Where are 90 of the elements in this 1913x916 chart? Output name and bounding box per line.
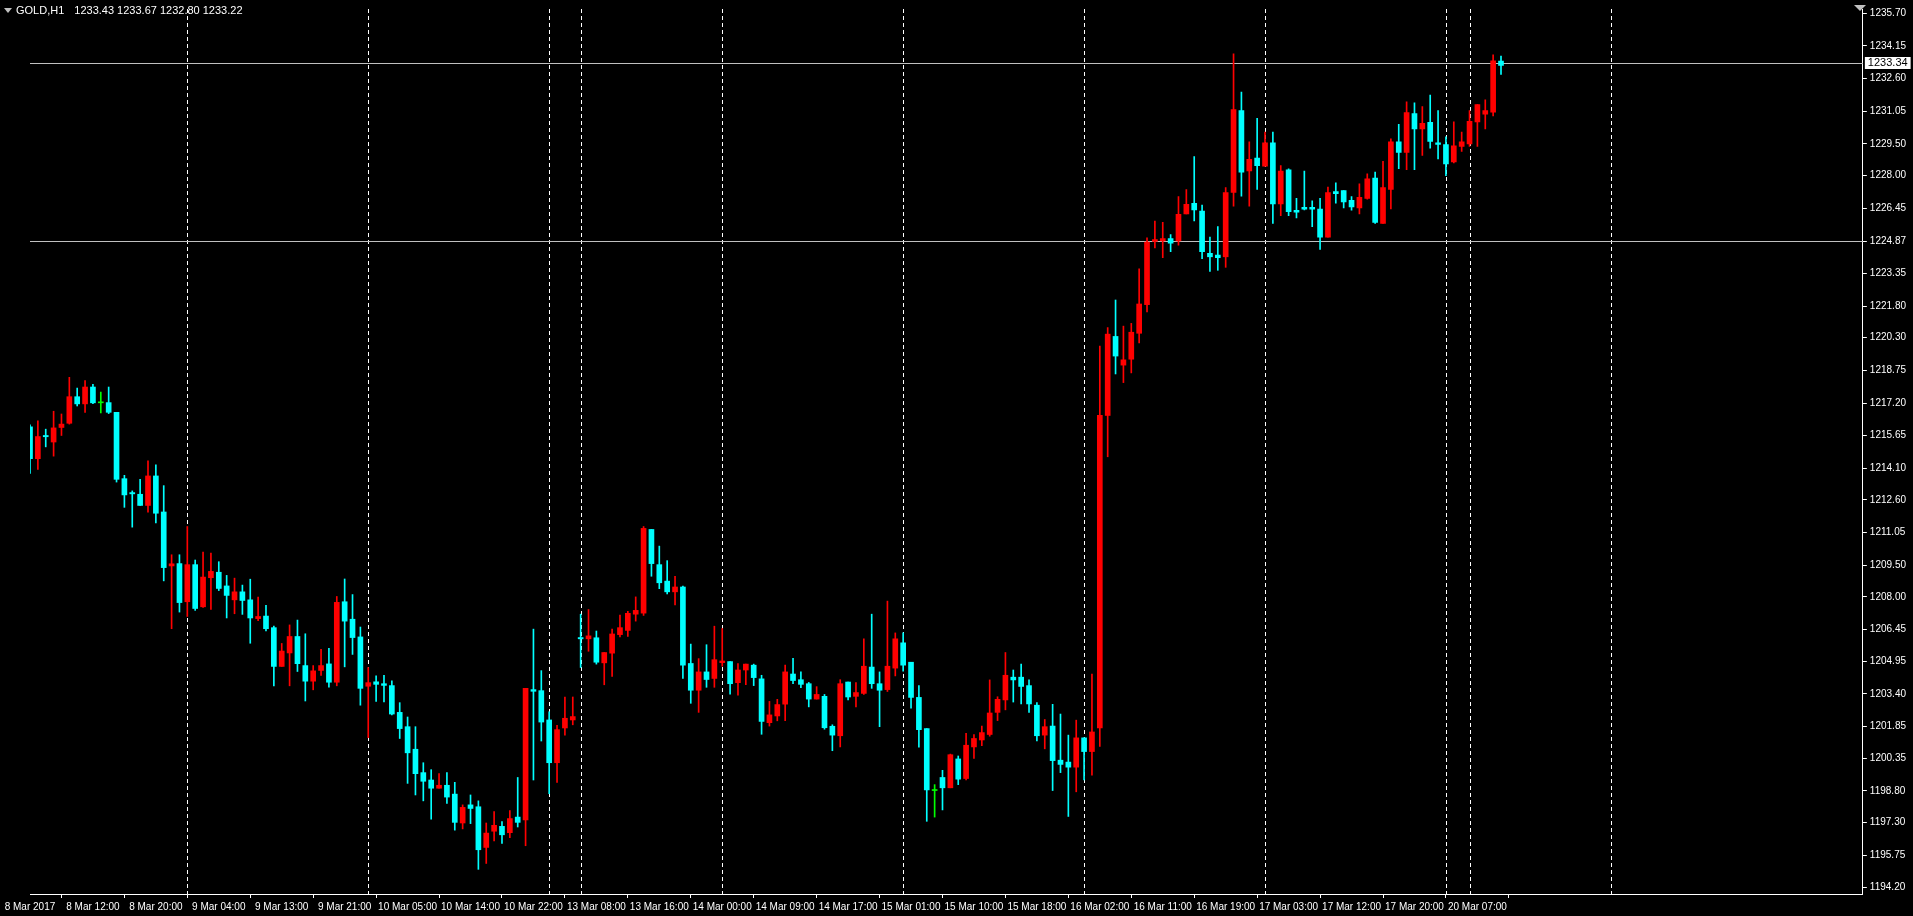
candlestick bbox=[632, 596, 639, 622]
chart-subtitle: 1233.43 1233.67 1232.80 1233.22 bbox=[74, 4, 243, 17]
y-tick-label: 1211.05 bbox=[1869, 526, 1906, 538]
x-tick-label: 15 Mar 10:00 bbox=[944, 900, 1004, 912]
candlestick bbox=[208, 552, 214, 610]
x-tick-label: 16 Mar 02:00 bbox=[1070, 900, 1130, 912]
y-tick-label: 1200.35 bbox=[1869, 751, 1907, 763]
candlestick bbox=[1214, 226, 1221, 271]
y-tick-label: 1229.50 bbox=[1869, 137, 1907, 149]
candlestick bbox=[42, 428, 49, 448]
candlestick bbox=[569, 696, 576, 726]
y-tick-label: 1209.50 bbox=[1869, 559, 1907, 571]
candlestick bbox=[365, 667, 372, 738]
x-tick-label: 17 Mar 12:00 bbox=[1322, 900, 1382, 912]
candlestick bbox=[1089, 673, 1095, 776]
candlestick bbox=[420, 762, 427, 802]
x-tick-label: 14 Mar 00:00 bbox=[692, 900, 753, 912]
x-tick-label: 17 Mar 20:00 bbox=[1385, 900, 1445, 912]
candlestick bbox=[1159, 222, 1166, 258]
candlestick bbox=[129, 490, 136, 528]
y-tick-label: 1231.05 bbox=[1869, 104, 1907, 116]
candlestick bbox=[1309, 200, 1316, 227]
y-tick-label: 1201.85 bbox=[1869, 720, 1907, 732]
candlestick bbox=[1152, 220, 1158, 249]
x-tick-label: 8 Mar 2017 bbox=[4, 900, 56, 912]
x-tick-label: 20 Mar 07:00 bbox=[1447, 900, 1508, 912]
candlestick bbox=[428, 769, 435, 820]
x-tick-label: 10 Mar 05:00 bbox=[378, 900, 438, 912]
y-tick-label: 1214.10 bbox=[1869, 462, 1907, 474]
candlestick bbox=[1207, 236, 1213, 272]
candlestick bbox=[868, 613, 875, 689]
y-tick-label: 1226.45 bbox=[1869, 201, 1907, 213]
chart-title: GOLD,H1 bbox=[16, 4, 65, 17]
candlestick bbox=[1191, 156, 1198, 222]
ref-line-label: 1233.34 bbox=[1867, 55, 1908, 68]
x-tick-label: 14 Mar 09:00 bbox=[755, 900, 816, 912]
x-tick-label: 8 Mar 12:00 bbox=[66, 900, 121, 912]
candlestick bbox=[97, 391, 104, 414]
candlestick bbox=[1482, 99, 1489, 130]
y-tick-label: 1204.95 bbox=[1869, 654, 1907, 666]
candlestick bbox=[1435, 110, 1441, 160]
x-tick-label: 16 Mar 11:00 bbox=[1133, 900, 1193, 912]
y-tick-label: 1220.30 bbox=[1869, 331, 1907, 343]
candlestick bbox=[853, 682, 859, 708]
y-tick-label: 1221.80 bbox=[1869, 299, 1907, 311]
y-tick-label: 1223.35 bbox=[1869, 267, 1907, 279]
y-tick-label: 1234.15 bbox=[1869, 39, 1907, 51]
x-tick-label: 9 Mar 21:00 bbox=[317, 900, 372, 912]
candlestick bbox=[381, 674, 387, 703]
candlestick bbox=[1018, 663, 1024, 705]
candlestick bbox=[1254, 118, 1260, 190]
x-tick-label: 17 Mar 03:00 bbox=[1259, 900, 1319, 912]
candlestick bbox=[318, 649, 324, 676]
y-tick-label: 1215.65 bbox=[1869, 429, 1907, 441]
y-tick-label: 1224.87 bbox=[1869, 235, 1907, 247]
candlestick bbox=[1332, 182, 1339, 204]
y-tick-label: 1217.20 bbox=[1869, 396, 1907, 408]
y-tick-label: 1203.40 bbox=[1869, 687, 1907, 699]
y-tick-label: 1197.30 bbox=[1869, 816, 1906, 828]
x-tick-label: 8 Mar 20:00 bbox=[129, 900, 183, 912]
x-tick-label: 13 Mar 16:00 bbox=[629, 900, 690, 912]
y-tick-label: 1212.60 bbox=[1869, 493, 1907, 505]
y-tick-label: 1195.75 bbox=[1869, 848, 1906, 860]
y-tick-label: 1235.70 bbox=[1869, 6, 1907, 18]
x-tick-label: 13 Mar 08:00 bbox=[566, 900, 627, 912]
candlestick bbox=[514, 777, 521, 828]
x-tick-label: 14 Mar 17:00 bbox=[818, 900, 878, 912]
y-tick-label: 1232.60 bbox=[1869, 72, 1907, 84]
y-tick-label: 1206.45 bbox=[1869, 623, 1907, 635]
candlestick bbox=[672, 575, 678, 606]
candlestick bbox=[491, 811, 497, 842]
x-tick-label: 9 Mar 13:00 bbox=[255, 900, 309, 912]
x-tick-label: 15 Mar 18:00 bbox=[1007, 900, 1067, 912]
y-tick-label: 1228.00 bbox=[1869, 169, 1907, 181]
y-tick-label: 1198.80 bbox=[1869, 784, 1906, 796]
y-tick-label: 1208.00 bbox=[1869, 590, 1907, 602]
candlestick bbox=[436, 773, 442, 789]
y-tick-label: 1194.20 bbox=[1869, 881, 1906, 893]
x-tick-label: 15 Mar 01:00 bbox=[881, 900, 941, 912]
y-tick-label: 1218.75 bbox=[1869, 364, 1907, 376]
candlestick bbox=[1010, 669, 1017, 703]
x-tick-label: 16 Mar 19:00 bbox=[1196, 900, 1256, 912]
x-tick-label: 9 Mar 04:00 bbox=[192, 900, 246, 912]
candlestick bbox=[719, 628, 726, 667]
x-tick-label: 10 Mar 14:00 bbox=[441, 900, 501, 912]
x-tick-label: 10 Mar 22:00 bbox=[503, 900, 564, 912]
candlestick bbox=[255, 596, 261, 622]
candlestick bbox=[1246, 141, 1253, 207]
candlestick bbox=[373, 675, 379, 702]
candlestick bbox=[302, 633, 309, 702]
